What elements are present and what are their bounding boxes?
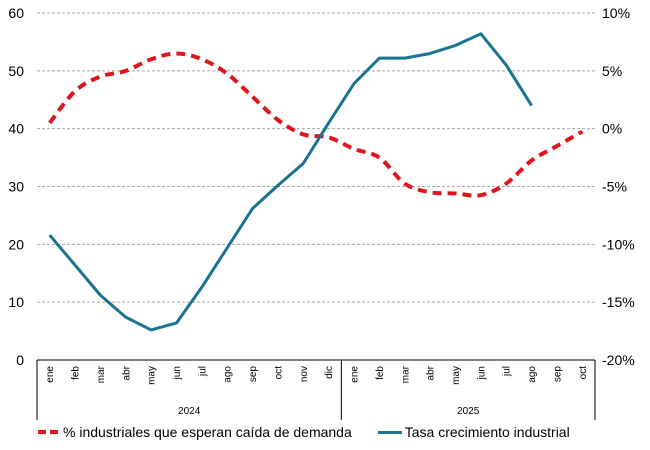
series-line-demand	[48, 51, 584, 198]
x-tick-label: oct	[273, 366, 284, 380]
right-tick-label: 0%	[602, 121, 622, 137]
right-tick-label: -5%	[602, 179, 627, 195]
x-tick-label: ene	[45, 366, 56, 383]
year-label: 2025	[457, 406, 480, 417]
gridlines	[37, 12, 595, 303]
x-tick-label: mar	[96, 365, 107, 383]
legend: % industriales que esperan caída de dema…	[38, 424, 596, 440]
left-tick-label: 20	[8, 236, 24, 252]
left-axis-ticks: 0 10 20 30 40 50 60	[8, 5, 24, 368]
x-tick-label: feb	[71, 366, 82, 380]
x-tick-label: ene	[350, 366, 361, 383]
x-axis: ene feb mar abr may jun jul ago sep oct nov dic ene f…	[36, 359, 596, 420]
series-line-growth	[48, 32, 533, 332]
x-tick-label: ago	[527, 366, 538, 383]
left-tick-label: 10	[8, 294, 24, 310]
x-tick-label: dic	[324, 366, 335, 379]
x-tick-label: may	[147, 366, 158, 385]
right-tick-label: -15%	[602, 294, 635, 310]
x-tick-label: ago	[223, 366, 234, 383]
x-tick-label: feb	[375, 366, 386, 380]
x-tick-label: nov	[299, 366, 310, 382]
legend-swatch-solid-blue	[377, 430, 402, 434]
legend-swatch-dashed-red	[38, 430, 60, 434]
left-tick-label: 50	[8, 63, 24, 79]
legend-item-demand: % industriales que esperan caída de dema…	[38, 424, 352, 440]
right-tick-label: 10%	[602, 5, 630, 21]
left-tick-label: 30	[8, 179, 24, 195]
series-lines	[48, 32, 584, 332]
x-tick-label: mar	[400, 365, 411, 383]
x-tick-label: oct	[578, 366, 589, 380]
x-tick-label: abr	[121, 365, 132, 380]
x-tick-label: jul	[502, 366, 513, 377]
right-tick-label: -10%	[602, 236, 635, 252]
x-tick-label: may	[451, 366, 462, 385]
year-label: 2024	[178, 406, 201, 417]
right-tick-label: -20%	[602, 352, 635, 368]
legend-label-growth: Tasa crecimiento industrial	[404, 424, 570, 440]
x-tick-label: jun	[476, 366, 487, 380]
x-tick-label: sep	[248, 366, 259, 383]
x-tick-label: sep	[552, 366, 563, 383]
x-tick-label: jun	[172, 366, 183, 380]
x-tick-label: jul	[197, 366, 208, 377]
left-tick-label: 60	[8, 5, 24, 21]
right-axis-ticks: -20% -15% -10% -5% 0% 5% 10%	[602, 5, 635, 368]
left-tick-label: 40	[8, 121, 24, 137]
left-tick-label: 0	[16, 352, 24, 368]
legend-label-demand: % industriales que esperan caída de dema…	[63, 424, 352, 440]
right-tick-label: 5%	[602, 63, 622, 79]
legend-item-growth: Tasa crecimiento industrial	[377, 424, 570, 440]
x-tick-label: abr	[426, 365, 437, 380]
